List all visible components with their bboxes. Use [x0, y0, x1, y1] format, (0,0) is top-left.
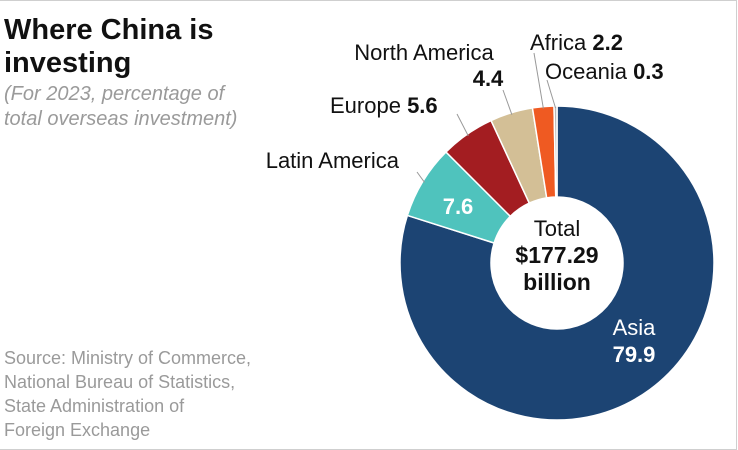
slice-label-asia: Asia [613, 315, 657, 340]
leader-line-oceania [546, 79, 557, 109]
center-total-unit: billion [523, 269, 591, 295]
slice-value-latin-america: 7.6 [443, 194, 474, 219]
center-total-amount: $177.29 [515, 242, 598, 268]
source-line: Foreign Exchange [4, 420, 151, 440]
slice-value-asia: 79.9 [613, 342, 656, 367]
leader-line-latin-america [416, 171, 425, 183]
chart-title: Where China is investing [4, 14, 244, 80]
slice-label-latin-america: Latin America [266, 148, 400, 173]
source-line: National Bureau of Statistics, [4, 372, 236, 392]
source-line: Source: Ministry of Commerce, [4, 348, 252, 368]
chart-subtitle-line: (For 2023, percentage of [4, 83, 225, 105]
center-total-caption: Total [534, 216, 580, 241]
slice-label-oceania: Oceania 0.3 [545, 59, 664, 84]
leader-line-europe [456, 113, 469, 137]
slice-label-north-america: North America [354, 40, 494, 65]
chart-subtitle-line: total overseas investment) [4, 108, 238, 130]
source-line: State Administration of [4, 396, 185, 416]
slice-label-africa: Africa 2.2 [530, 30, 623, 55]
slice-label-europe: Europe 5.6 [330, 93, 438, 118]
chart-title-line: investing [4, 47, 132, 79]
donut-slice-asia [399, 105, 715, 421]
chart-subtitle: (For 2023, percentage of total overseas … [4, 82, 304, 132]
leader-lines [416, 52, 557, 183]
chart-title-line: Where China is [4, 14, 214, 46]
slice-value-north-america: 4.4 [473, 66, 504, 91]
source-note: Source: Ministry of Commerce, National B… [4, 346, 334, 442]
leader-line-africa [533, 52, 544, 109]
donut-slices [399, 105, 715, 421]
center-total: Total $177.29 billion [515, 216, 598, 295]
leader-line-north-america [502, 89, 513, 115]
